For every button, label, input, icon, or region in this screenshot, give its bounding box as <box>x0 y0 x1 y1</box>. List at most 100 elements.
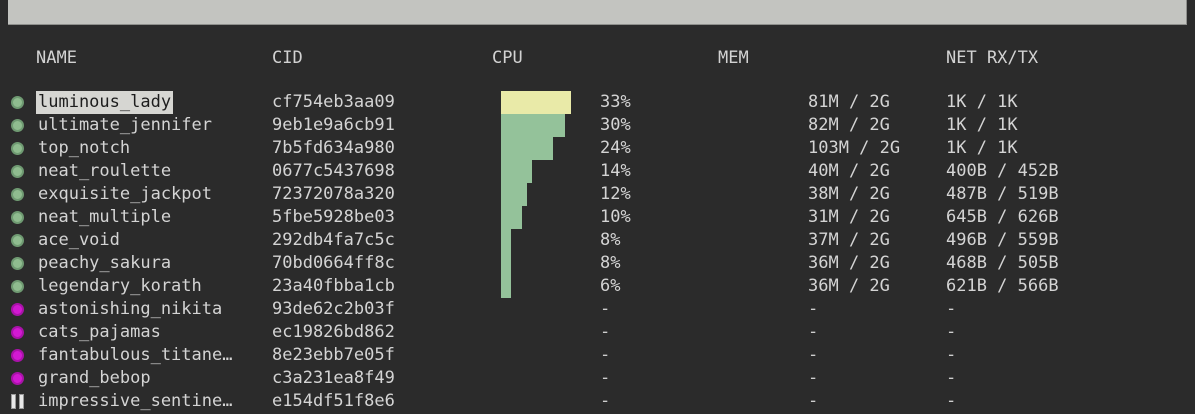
container-list: luminous_lady cf754eb3aa09 33% 81M / 2G 1K /… <box>0 91 1195 413</box>
status-dot <box>11 188 24 201</box>
cpu-bar <box>501 114 565 137</box>
column-header-row: NAME CID CPU MEM NET RX/TX <box>0 46 1195 70</box>
pause-icon <box>11 394 27 409</box>
container-name-text: neat_roulette <box>38 161 172 181</box>
status-dot <box>11 211 24 224</box>
pause-bar-left <box>11 394 16 409</box>
title-bar: cTop - 10:04:06 AEDT 20 containers <box>8 0 1187 25</box>
cpu-bar <box>501 252 511 275</box>
mem-value: 31M / 2G <box>808 207 890 227</box>
cpu-bar <box>501 206 522 229</box>
container-name-text: luminous_lady <box>36 91 174 114</box>
cpu-bar <box>501 91 571 114</box>
container-row[interactable]: luminous_lady cf754eb3aa09 33% 81M / 2G 1K /… <box>0 91 1195 114</box>
container-row[interactable]: grand_bebop c3a231ea8f49 - - - <box>0 367 1195 390</box>
container-cid: e154df51f8e6 <box>272 391 395 411</box>
circle-icon <box>11 211 24 224</box>
container-name: legendary_korath <box>36 275 204 298</box>
cpu-bar <box>501 275 511 298</box>
mem-value: - <box>808 299 819 319</box>
net-value: 468B / 505B <box>946 253 1059 273</box>
net-value: - <box>946 391 957 411</box>
container-name: ace_void <box>36 229 122 252</box>
column-header-cid[interactable]: CID <box>272 48 303 68</box>
status-dot <box>11 96 24 109</box>
container-name-text: grand_bebop <box>38 368 151 388</box>
net-value: 487B / 519B <box>946 184 1059 204</box>
container-name: peachy_sakura <box>36 252 173 275</box>
container-cid: 93de62c2b03f <box>272 299 395 319</box>
cpu-bar <box>501 229 511 252</box>
net-value: 1K / 1K <box>946 92 1018 112</box>
container-name: exquisite_jackpot <box>36 183 214 206</box>
cpu-value: 12% <box>600 184 631 204</box>
container-cid: cf754eb3aa09 <box>272 92 395 112</box>
container-cid: 9eb1e9a6cb91 <box>272 115 395 135</box>
circle-icon <box>11 280 24 293</box>
column-header-cpu[interactable]: CPU <box>492 48 523 68</box>
container-row[interactable]: astonishing_nikita 93de62c2b03f - - - <box>0 298 1195 321</box>
container-row[interactable]: impressive_sentine… e154df51f8e6 - - - <box>0 390 1195 413</box>
column-header-net[interactable]: NET RX/TX <box>946 48 1039 68</box>
mem-value: 103M / 2G <box>808 138 901 158</box>
container-name: fantabulous_titane… <box>36 344 234 367</box>
cpu-value: - <box>600 322 611 342</box>
circle-icon <box>11 119 24 132</box>
cpu-value: 10% <box>600 207 631 227</box>
container-name: grand_bebop <box>36 367 153 390</box>
status-dot <box>11 234 24 247</box>
status-dot <box>11 303 24 316</box>
container-row[interactable]: cats_pajamas ec19826bd862 - - - <box>0 321 1195 344</box>
cpu-value: 33% <box>600 92 631 112</box>
cpu-bar <box>501 137 553 160</box>
container-name-text: top_notch <box>38 138 131 158</box>
container-name: impressive_sentine… <box>36 390 234 413</box>
circle-icon <box>11 188 24 201</box>
cpu-value: 30% <box>600 115 631 135</box>
container-name-text: peachy_sakura <box>38 253 172 273</box>
mem-value: 81M / 2G <box>808 92 890 112</box>
status-dot <box>11 257 24 270</box>
mem-value: 82M / 2G <box>808 115 890 135</box>
container-name: top_notch <box>36 137 132 160</box>
status-dot <box>11 165 24 178</box>
container-row[interactable]: exquisite_jackpot 72372078a320 12% 38M / 2G… <box>0 183 1195 206</box>
container-row[interactable]: neat_roulette 0677c5437698 14% 40M / 2G 400B… <box>0 160 1195 183</box>
container-row[interactable]: fantabulous_titane… 8e23ebb7e05f - - - <box>0 344 1195 367</box>
container-cid: 0677c5437698 <box>272 161 395 181</box>
container-row[interactable]: ace_void 292db4fa7c5c 8% 37M / 2G 496B / 559… <box>0 229 1195 252</box>
status-dot <box>11 372 24 385</box>
column-header-name[interactable]: NAME <box>36 48 77 68</box>
container-name: neat_roulette <box>36 160 173 183</box>
container-row[interactable]: neat_multiple 5fbe5928be03 10% 31M / 2G 645B… <box>0 206 1195 229</box>
column-header-mem[interactable]: MEM <box>718 48 749 68</box>
mem-value: 40M / 2G <box>808 161 890 181</box>
circle-icon <box>11 142 24 155</box>
mem-value: 38M / 2G <box>808 184 890 204</box>
container-name: astonishing_nikita <box>36 298 224 321</box>
cpu-value: - <box>600 368 611 388</box>
cpu-value: - <box>600 345 611 365</box>
container-cid: 292db4fa7c5c <box>272 230 395 250</box>
circle-icon <box>11 96 24 109</box>
mem-value: - <box>808 391 819 411</box>
container-row[interactable]: ultimate_jennifer 9eb1e9a6cb91 30% 82M / 2G… <box>0 114 1195 137</box>
net-value: - <box>946 322 957 342</box>
mem-value: - <box>808 322 819 342</box>
container-row[interactable]: legendary_korath 23a40fbba1cb 6% 36M / 2G 62… <box>0 275 1195 298</box>
container-row[interactable]: top_notch 7b5fd634a980 24% 103M / 2G 1K / 1K <box>0 137 1195 160</box>
status-dot <box>11 280 24 293</box>
container-cid: 7b5fd634a980 <box>272 138 395 158</box>
mem-value: - <box>808 368 819 388</box>
container-row[interactable]: peachy_sakura 70bd0664ff8c 8% 36M / 2G 468B … <box>0 252 1195 275</box>
cpu-bar <box>501 160 532 183</box>
net-value: 1K / 1K <box>946 115 1018 135</box>
container-cid: 70bd0664ff8c <box>272 253 395 273</box>
cpu-value: 14% <box>600 161 631 181</box>
cpu-value: - <box>600 391 611 411</box>
net-value: - <box>946 299 957 319</box>
container-name-text: astonishing_nikita <box>38 299 223 319</box>
status-dot <box>11 326 24 339</box>
net-value: 645B / 626B <box>946 207 1059 227</box>
